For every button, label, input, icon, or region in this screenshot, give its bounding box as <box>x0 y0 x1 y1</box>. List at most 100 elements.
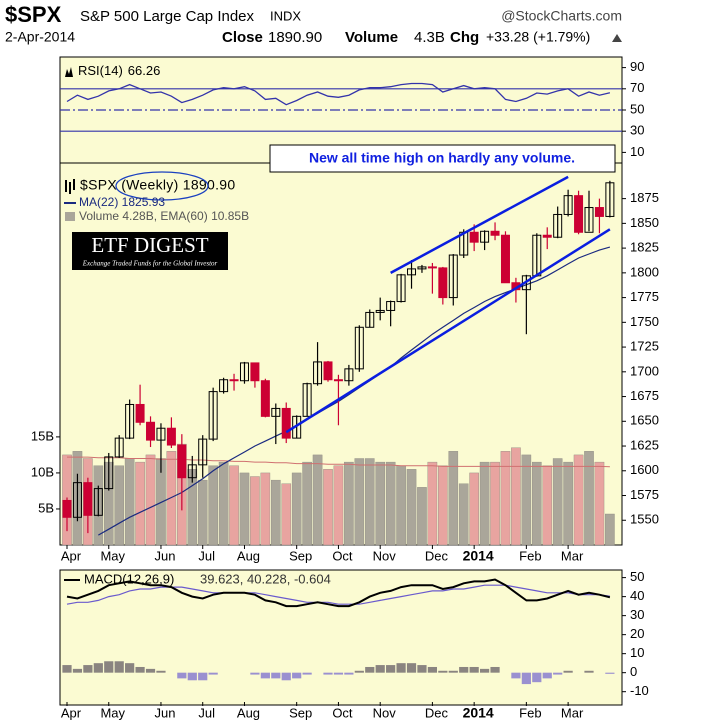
logo-box <box>72 232 228 270</box>
histogram-bar <box>406 663 417 673</box>
candle-body <box>125 403 135 439</box>
volume-bar <box>344 461 354 546</box>
x-tick-label: Sep <box>289 705 312 720</box>
volume-bar <box>375 461 386 546</box>
y-tick-label: 0 <box>630 664 637 679</box>
histogram-bar <box>584 670 594 673</box>
volume-bar <box>197 479 208 546</box>
histogram-bar <box>375 665 385 673</box>
x-tick-label: Jun <box>154 705 175 720</box>
histogram-bar <box>62 665 72 673</box>
x-tick-label: Oct <box>332 548 353 563</box>
y-tick-label: 1550 <box>630 512 659 527</box>
histogram-bar <box>553 672 563 675</box>
volume-bar <box>448 451 459 546</box>
candle-body <box>83 482 93 516</box>
histogram-bar <box>83 665 93 673</box>
volume-bar <box>469 472 479 546</box>
volume-bar <box>605 513 615 546</box>
candle-body <box>313 361 323 385</box>
candle-body <box>574 195 584 233</box>
volume-value: 4.3B <box>414 29 445 46</box>
volume-bar <box>291 472 302 546</box>
candle-body <box>584 207 594 233</box>
histogram-bar <box>469 666 479 673</box>
histogram-bar <box>448 670 458 673</box>
volume-bar <box>218 461 229 546</box>
volume-bar <box>490 461 500 546</box>
x-tick-label: Sep <box>289 548 312 563</box>
volume-bar <box>323 469 333 546</box>
candle-body <box>229 379 239 382</box>
volume-bar <box>124 458 135 546</box>
y-tick-label: 1625 <box>630 437 659 452</box>
histogram-bar <box>187 672 197 681</box>
histogram-bar <box>104 661 114 673</box>
candle-body <box>260 380 270 417</box>
histogram-bar <box>333 672 344 675</box>
histogram-bar <box>354 670 364 673</box>
y-tick-label: 1875 <box>630 190 659 205</box>
volume-bar <box>114 465 124 546</box>
histogram-bar <box>93 663 103 673</box>
x-tick-label: Jul <box>198 548 215 563</box>
y-tick-label: -10 <box>630 683 649 698</box>
volume-bar <box>542 465 553 546</box>
candle-body <box>156 427 166 441</box>
y-tick-label: 90 <box>630 59 644 74</box>
volume-bar <box>563 461 573 546</box>
candle-body <box>219 379 229 393</box>
candle-body <box>208 391 218 440</box>
y-tick-label: 50 <box>630 101 644 116</box>
y-tick-label: 10 <box>630 144 644 159</box>
x-tick-label: Nov <box>373 548 397 563</box>
volume-bar <box>532 461 542 546</box>
histogram-bar <box>145 668 156 673</box>
volume-tick-label: 10B <box>31 464 54 479</box>
macd-line <box>66 578 611 608</box>
source: @StockCharts.com <box>501 8 622 24</box>
price-legend: $SPX (Weekly) 1890.90 <box>80 177 235 193</box>
y-tick-label: 1775 <box>630 289 659 304</box>
y-tick-label: 1850 <box>630 215 659 230</box>
panel <box>59 569 623 706</box>
x-tick-label: May <box>100 705 125 720</box>
close-label: Close <box>222 29 263 46</box>
y-tick-label: 30 <box>630 607 644 622</box>
y-tick-label: 1675 <box>630 388 659 403</box>
candle-body <box>72 482 82 518</box>
candle-body <box>239 362 249 382</box>
y-tick-label: 1725 <box>630 339 659 354</box>
annotation: New all time high on hardly any volume. <box>309 150 575 166</box>
volume-legend: Volume 4.28B, EMA(60) 10.85B <box>79 209 249 223</box>
x-tick-label: Nov <box>373 705 397 720</box>
x-tick-label: Oct <box>332 705 353 720</box>
histogram-bar <box>480 668 490 673</box>
x-tick-label: 2014 <box>463 705 494 721</box>
volume-bar <box>552 458 563 546</box>
volume-bar <box>260 472 271 546</box>
candle-body <box>104 456 114 490</box>
volume-bar <box>281 483 292 546</box>
candle-body <box>271 407 281 417</box>
histogram-bar <box>260 672 270 679</box>
candle-body <box>250 362 260 382</box>
histogram-bar <box>532 672 542 683</box>
y-tick-label: 30 <box>630 123 644 138</box>
ma-legend: MA(22) 1825.93 <box>79 195 165 209</box>
candle-body <box>427 266 437 269</box>
histogram-bar <box>292 672 302 679</box>
candle-body <box>198 438 208 466</box>
volume-bar <box>239 472 250 546</box>
histogram-bar <box>365 666 375 673</box>
x-tick-label: Dec <box>425 548 449 563</box>
x-tick-label: Dec <box>425 705 449 720</box>
volume-bar <box>584 451 594 546</box>
change-value: +33.28 (+1.79%) <box>486 29 590 45</box>
candle-body <box>375 309 385 313</box>
volume-bar <box>396 465 406 546</box>
histogram-bar <box>72 668 83 673</box>
x-tick-label: Feb <box>519 705 541 720</box>
candle-body <box>365 311 375 328</box>
y-tick-label: 1825 <box>630 240 659 255</box>
